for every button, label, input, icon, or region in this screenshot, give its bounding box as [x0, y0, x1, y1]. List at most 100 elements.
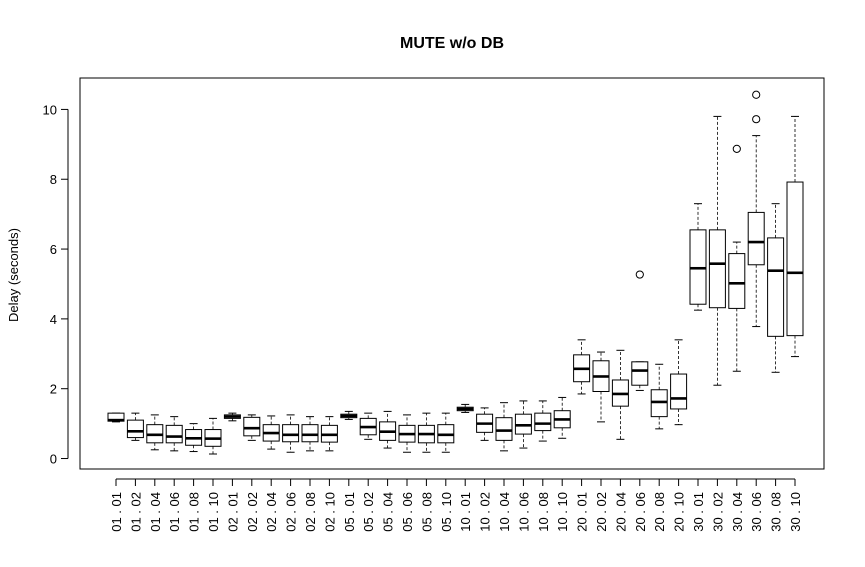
- box-iqr: [534, 412, 552, 432]
- x-tick-label: 02 . 06: [284, 492, 299, 532]
- plot-frame: [79, 77, 825, 470]
- x-tick-label: 01 . 02: [128, 492, 143, 532]
- box-iqr: [165, 424, 183, 444]
- box-10-06: [514, 400, 532, 449]
- box-iqr: [243, 416, 261, 437]
- x-tick-label: 30 . 02: [710, 492, 725, 532]
- box-01-06: [165, 416, 183, 452]
- y-axis: 0 2 4 6 8 10: [43, 102, 69, 467]
- box-20-01: [573, 339, 591, 395]
- y-tick-label: 10: [43, 102, 57, 117]
- x-tick-label: 01 . 06: [167, 492, 182, 532]
- x-tick-label: 01 . 08: [187, 492, 202, 532]
- x-tick-label: 20 . 04: [613, 492, 628, 532]
- x-tick-label: 10 . 06: [516, 492, 531, 532]
- boxes-group: [107, 90, 804, 455]
- box-iqr: [708, 229, 726, 309]
- box-05-06: [398, 414, 416, 453]
- x-tick-label: 20 . 01: [575, 492, 590, 532]
- box-iqr: [282, 424, 300, 443]
- box-05-04: [379, 410, 397, 449]
- box-30-04: [728, 144, 746, 372]
- box-iqr: [728, 253, 746, 309]
- box-02-08: [301, 416, 319, 452]
- x-tick-label: 01 . 10: [206, 492, 221, 532]
- x-tick-label: 05 . 01: [342, 492, 357, 532]
- box-iqr: [767, 237, 785, 337]
- y-axis-label: Delay (seconds): [6, 228, 21, 322]
- box-10-01: [456, 403, 474, 413]
- box-iqr: [301, 424, 319, 443]
- box-iqr: [786, 181, 804, 337]
- y-tick-label: 8: [50, 172, 57, 187]
- x-tick-label: 10 . 04: [497, 492, 512, 532]
- box-iqr: [495, 417, 513, 441]
- box-02-04: [262, 415, 280, 450]
- box-30-08: [767, 203, 785, 373]
- box-02-02: [243, 414, 261, 441]
- x-tick-label: 05 . 04: [381, 492, 396, 532]
- x-tick-label: 20 . 02: [594, 492, 609, 532]
- x-tick-label: 01 . 01: [109, 492, 124, 532]
- box-01-02: [126, 412, 144, 441]
- box-02-10: [320, 416, 338, 452]
- box-iqr: [631, 361, 649, 386]
- box-30-01: [689, 203, 707, 311]
- x-tick-label: 05 . 06: [400, 492, 415, 532]
- x-tick-label: 05 . 10: [439, 492, 454, 532]
- x-tick-label: 02 . 10: [322, 492, 337, 532]
- x-tick-label: 02 . 01: [225, 492, 240, 532]
- box-20-06: [631, 270, 649, 391]
- x-tick-label: 10 . 10: [555, 492, 570, 532]
- x-tick-label: 20 . 08: [652, 492, 667, 532]
- box-iqr: [670, 373, 688, 410]
- outlier-point: [635, 270, 644, 279]
- x-tick-label: 30 . 10: [788, 492, 803, 532]
- box-01-04: [146, 414, 164, 451]
- x-tick-label: 01 . 04: [148, 492, 163, 532]
- x-axis: 01 . 01 01 . 02 01 . 04 01 . 06 01 . 08 01 . …: [109, 478, 803, 532]
- box-05-10: [437, 412, 455, 453]
- x-tick-label: 10 . 01: [458, 492, 473, 532]
- box-01-01: [107, 412, 125, 423]
- outlier-point: [752, 90, 761, 99]
- box-10-08: [534, 400, 552, 442]
- box-20-08: [650, 363, 668, 430]
- x-tick-label: 02 . 04: [264, 492, 279, 532]
- y-tick-label: 6: [50, 242, 57, 257]
- x-tick-label: 02 . 02: [245, 492, 260, 532]
- outlier-point: [752, 115, 761, 124]
- box-iqr: [126, 419, 144, 439]
- box-iqr: [747, 211, 765, 266]
- y-tick-label: 4: [50, 312, 57, 327]
- box-05-01: [340, 410, 358, 420]
- x-tick-label: 05 . 08: [419, 492, 434, 532]
- box-20-02: [592, 351, 610, 423]
- box-30-02: [708, 115, 726, 386]
- box-20-04: [611, 349, 629, 440]
- outlier-point: [732, 144, 741, 153]
- box-05-02: [359, 412, 377, 440]
- box-30-10: [786, 115, 804, 358]
- x-tick-label: 20 . 10: [672, 492, 687, 532]
- y-tick-label: 0: [50, 452, 57, 467]
- x-tick-label: 02 . 08: [303, 492, 318, 532]
- box-20-10: [670, 339, 688, 426]
- x-tick-label: 10 . 02: [478, 492, 493, 532]
- box-10-04: [495, 402, 513, 452]
- chart-title: MUTE w/o DB: [400, 35, 504, 52]
- box-10-10: [553, 396, 571, 439]
- x-tick-label: 10 . 08: [536, 492, 551, 532]
- box-30-06: [747, 90, 765, 328]
- x-tick-label: 30 . 01: [691, 492, 706, 532]
- x-tick-label: 20 . 06: [633, 492, 648, 532]
- x-tick-label: 30 . 06: [749, 492, 764, 532]
- box-02-01: [223, 412, 241, 422]
- box-01-08: [185, 423, 203, 453]
- box-10-02: [476, 407, 494, 441]
- x-tick-label: 05 . 02: [361, 492, 376, 532]
- box-02-06: [282, 414, 300, 453]
- box-05-08: [417, 412, 435, 453]
